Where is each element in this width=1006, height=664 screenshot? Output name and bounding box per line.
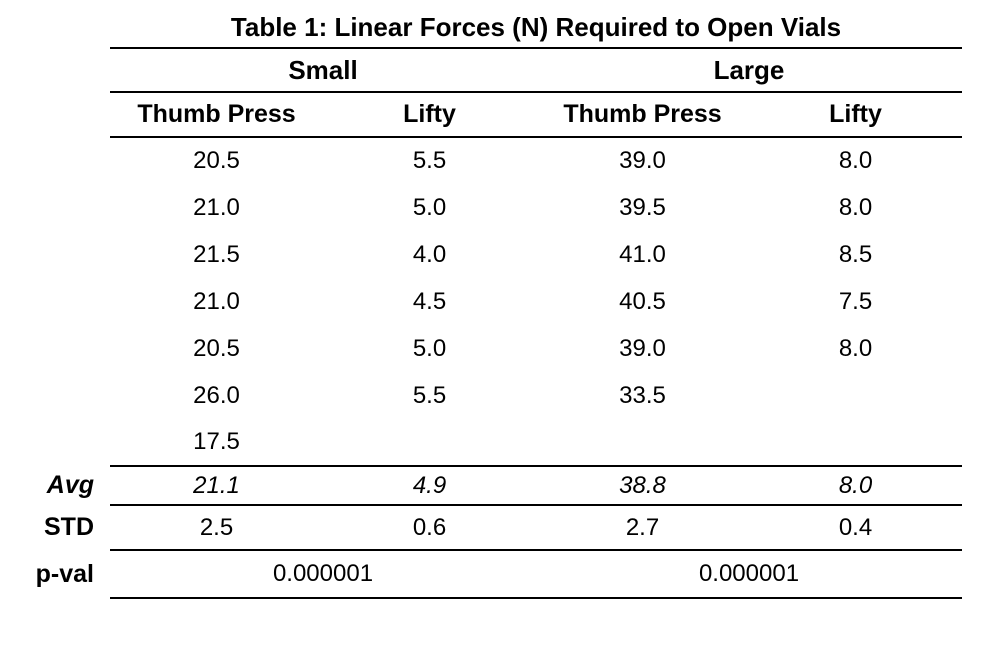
table-row: 17.5 (0, 419, 962, 467)
spacer-cell (0, 372, 110, 419)
group-header-small: Small (110, 48, 536, 93)
table-cell: 21.5 (193, 240, 240, 268)
table-cell: 33.5 (619, 381, 666, 409)
avg-row: Avg 21.1 4.9 38.8 8.0 (0, 466, 962, 506)
table-cell: 21.0 (193, 193, 240, 221)
avg-value-cell: 38.8 (536, 466, 749, 506)
table-cell: 8.0 (838, 334, 873, 362)
table-cell (323, 419, 536, 467)
column-header-row: Thumb Press Lifty Thumb Press Lifty (0, 92, 962, 138)
std-value-cell: 2.7 (536, 505, 749, 551)
forces-table: Table 1: Linear Forces (N) Required to O… (0, 0, 962, 599)
table-cell: 4.5 (412, 287, 447, 315)
avg-value-cell: 21.1 (110, 466, 323, 506)
table-cell: 8.0 (838, 193, 873, 221)
pval-value-small: 0.000001 (110, 550, 536, 599)
table-cell: 5.0 (412, 334, 447, 362)
spacer-cell (0, 137, 110, 184)
spacer-cell (0, 419, 110, 466)
table-cell: 20.5 (193, 147, 240, 174)
spacer-cell (0, 278, 110, 325)
avg-value-cell: 4.9 (323, 466, 536, 506)
table-cell: 4.0 (412, 240, 447, 268)
std-row: STD 2.5 0.6 2.7 0.4 (0, 505, 962, 551)
table-cell: 5.5 (412, 147, 447, 174)
column-header-small-lifty: Lifty (323, 92, 536, 138)
table-cell: 5.5 (412, 381, 447, 409)
table-cell: 8.0 (838, 147, 873, 174)
table-row: 20.5 5.5 39.0 8.0 (0, 137, 962, 184)
table-row: 26.0 5.5 33.5 (0, 372, 962, 419)
pval-row: p-val 0.000001 0.000001 (0, 550, 962, 599)
pval-row-label: p-val (35, 559, 94, 588)
spacer-cell (0, 184, 110, 231)
column-header-small-thumb-press: Thumb Press (110, 92, 323, 138)
spacer-cell (0, 0, 110, 48)
std-value-cell: 2.5 (110, 505, 323, 551)
table-row: 21.5 4.0 41.0 8.5 (0, 231, 962, 278)
table-cell: 20.5 (193, 334, 240, 362)
table-row: 21.0 5.0 39.5 8.0 (0, 184, 962, 231)
table-cell: 39.0 (619, 147, 666, 174)
spacer-cell (0, 231, 110, 278)
table-cell: 39.0 (619, 334, 666, 362)
column-header-large-thumb-press: Thumb Press (536, 92, 749, 138)
spacer-cell (0, 325, 110, 372)
table-title: Table 1: Linear Forces (N) Required to O… (110, 0, 962, 49)
table-title-row: Table 1: Linear Forces (N) Required to O… (0, 0, 962, 49)
std-row-label: STD (44, 513, 94, 541)
table-cell: 41.0 (619, 240, 666, 268)
avg-value-cell: 8.0 (749, 466, 962, 506)
column-header-large-lifty: Lifty (749, 92, 962, 138)
table-row: 21.0 4.5 40.5 7.5 (0, 278, 962, 325)
std-value-cell: 0.6 (323, 505, 536, 551)
table-cell: 17.5 (110, 419, 323, 467)
spacer-cell (0, 48, 110, 92)
table-cell: 8.5 (838, 240, 873, 268)
spacer-cell (0, 92, 110, 137)
avg-row-label: Avg (46, 471, 94, 499)
table-cell (749, 419, 962, 467)
table-row: 20.5 5.0 39.0 8.0 (0, 325, 962, 372)
table-cell: 39.5 (619, 193, 666, 221)
table-cell (536, 419, 749, 467)
group-header-row: Small Large (0, 48, 962, 93)
group-header-large: Large (536, 48, 962, 93)
table-cell: 40.5 (619, 287, 666, 315)
table-cell: 7.5 (838, 287, 873, 315)
table-cell: 21.0 (193, 287, 240, 315)
std-value-cell: 0.4 (749, 505, 962, 551)
table-cell: 5.0 (412, 193, 447, 221)
pval-value-large: 0.000001 (536, 550, 962, 599)
table-cell: 26.0 (193, 381, 240, 409)
table-cell (749, 372, 962, 419)
